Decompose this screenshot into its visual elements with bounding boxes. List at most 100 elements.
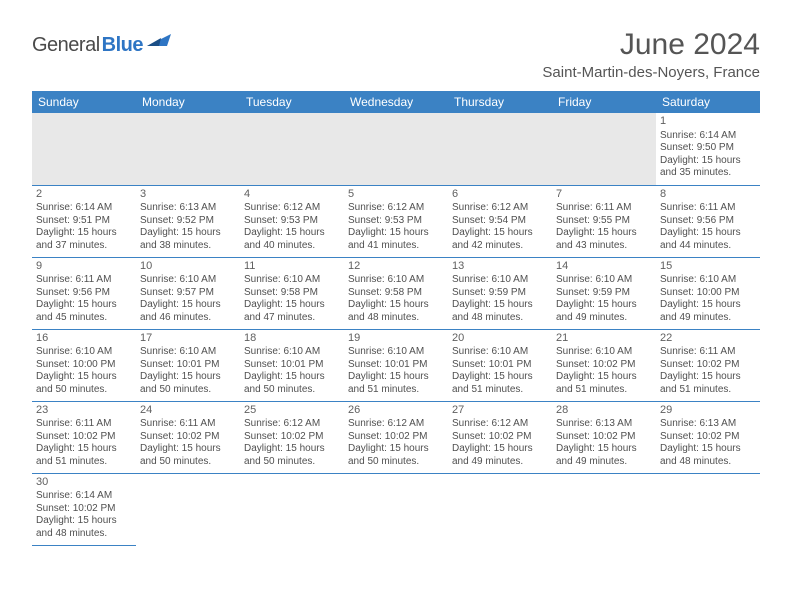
sunset-line: Sunset: 9:51 PM: [36, 215, 132, 228]
daylight-line-2: and 46 minutes.: [140, 312, 236, 325]
daylight-line-1: Daylight: 15 hours: [348, 299, 444, 312]
day-number: 20: [452, 332, 548, 346]
daylight-line-1: Daylight: 15 hours: [452, 227, 548, 240]
sunset-line: Sunset: 10:00 PM: [36, 359, 132, 372]
calendar-week: 9Sunrise: 6:11 AMSunset: 9:56 PMDaylight…: [32, 257, 760, 329]
day-number: 28: [556, 404, 652, 418]
daylight-line-1: Daylight: 15 hours: [140, 371, 236, 384]
calendar-cell: [344, 473, 448, 545]
sunrise-line: Sunrise: 6:13 AM: [140, 202, 236, 215]
daylight-line-1: Daylight: 15 hours: [660, 227, 756, 240]
calendar-cell: 15Sunrise: 6:10 AMSunset: 10:00 PMDaylig…: [656, 257, 760, 329]
sunset-line: Sunset: 10:02 PM: [36, 503, 132, 516]
sunrise-line: Sunrise: 6:10 AM: [348, 274, 444, 287]
sunrise-line: Sunrise: 6:10 AM: [140, 346, 236, 359]
daylight-line-1: Daylight: 15 hours: [140, 299, 236, 312]
calendar-cell: 10Sunrise: 6:10 AMSunset: 9:57 PMDayligh…: [136, 257, 240, 329]
calendar-cell: [136, 473, 240, 545]
daylight-line-2: and 51 minutes.: [452, 384, 548, 397]
sunset-line: Sunset: 9:56 PM: [36, 287, 132, 300]
calendar-cell: 19Sunrise: 6:10 AMSunset: 10:01 PMDaylig…: [344, 329, 448, 401]
sunrise-line: Sunrise: 6:13 AM: [556, 418, 652, 431]
day-number: 1: [660, 115, 756, 129]
daylight-line-1: Daylight: 15 hours: [36, 371, 132, 384]
day-number: 25: [244, 404, 340, 418]
logo-general: General: [32, 34, 100, 57]
calendar-cell: 8Sunrise: 6:11 AMSunset: 9:56 PMDaylight…: [656, 185, 760, 257]
day-header: Friday: [552, 91, 656, 113]
calendar-cell: 6Sunrise: 6:12 AMSunset: 9:54 PMDaylight…: [448, 185, 552, 257]
daylight-line-1: Daylight: 15 hours: [452, 443, 548, 456]
calendar-week: 16Sunrise: 6:10 AMSunset: 10:00 PMDaylig…: [32, 329, 760, 401]
day-header: Wednesday: [344, 91, 448, 113]
sunrise-line: Sunrise: 6:11 AM: [660, 202, 756, 215]
sunset-line: Sunset: 10:02 PM: [660, 359, 756, 372]
day-number: 26: [348, 404, 444, 418]
calendar-cell: 26Sunrise: 6:12 AMSunset: 10:02 PMDaylig…: [344, 401, 448, 473]
calendar-week: 30Sunrise: 6:14 AMSunset: 10:02 PMDaylig…: [32, 473, 760, 545]
calendar-cell: 20Sunrise: 6:10 AMSunset: 10:01 PMDaylig…: [448, 329, 552, 401]
calendar-cell: 3Sunrise: 6:13 AMSunset: 9:52 PMDaylight…: [136, 185, 240, 257]
sunset-line: Sunset: 9:58 PM: [244, 287, 340, 300]
day-number: 9: [36, 260, 132, 274]
daylight-line-1: Daylight: 15 hours: [244, 227, 340, 240]
calendar-cell: 25Sunrise: 6:12 AMSunset: 10:02 PMDaylig…: [240, 401, 344, 473]
day-number: 8: [660, 188, 756, 202]
sunset-line: Sunset: 9:58 PM: [348, 287, 444, 300]
daylight-line-1: Daylight: 15 hours: [348, 227, 444, 240]
calendar-page: General Blue June 2024 Saint-Martin-des-…: [0, 0, 792, 566]
month-title: June 2024: [542, 28, 760, 62]
calendar-cell: 5Sunrise: 6:12 AMSunset: 9:53 PMDaylight…: [344, 185, 448, 257]
sunset-line: Sunset: 9:54 PM: [452, 215, 548, 228]
calendar-cell: 18Sunrise: 6:10 AMSunset: 10:01 PMDaylig…: [240, 329, 344, 401]
sunrise-line: Sunrise: 6:12 AM: [348, 418, 444, 431]
sunrise-line: Sunrise: 6:11 AM: [660, 346, 756, 359]
day-number: 7: [556, 188, 652, 202]
sunset-line: Sunset: 9:56 PM: [660, 215, 756, 228]
day-header: Saturday: [656, 91, 760, 113]
sunrise-line: Sunrise: 6:11 AM: [556, 202, 652, 215]
sunrise-line: Sunrise: 6:11 AM: [36, 274, 132, 287]
daylight-line-1: Daylight: 15 hours: [556, 443, 652, 456]
daylight-line-2: and 45 minutes.: [36, 312, 132, 325]
sunset-line: Sunset: 10:02 PM: [660, 431, 756, 444]
day-header: Monday: [136, 91, 240, 113]
daylight-line-2: and 48 minutes.: [452, 312, 548, 325]
day-number: 2: [36, 188, 132, 202]
calendar-cell: [552, 473, 656, 545]
daylight-line-2: and 48 minutes.: [348, 312, 444, 325]
sunrise-line: Sunrise: 6:13 AM: [660, 418, 756, 431]
daylight-line-2: and 51 minutes.: [348, 384, 444, 397]
day-number: 5: [348, 188, 444, 202]
sunset-line: Sunset: 10:02 PM: [556, 359, 652, 372]
sunrise-line: Sunrise: 6:10 AM: [452, 346, 548, 359]
day-number: 10: [140, 260, 236, 274]
calendar-week: 1Sunrise: 6:14 AMSunset: 9:50 PMDaylight…: [32, 113, 760, 185]
sunset-line: Sunset: 9:53 PM: [348, 215, 444, 228]
day-header: Thursday: [448, 91, 552, 113]
day-number: 15: [660, 260, 756, 274]
day-number: 4: [244, 188, 340, 202]
daylight-line-2: and 43 minutes.: [556, 240, 652, 253]
logo: General Blue: [32, 34, 173, 57]
daylight-line-2: and 47 minutes.: [244, 312, 340, 325]
calendar-cell: 28Sunrise: 6:13 AMSunset: 10:02 PMDaylig…: [552, 401, 656, 473]
sunset-line: Sunset: 10:02 PM: [36, 431, 132, 444]
calendar-cell: 16Sunrise: 6:10 AMSunset: 10:00 PMDaylig…: [32, 329, 136, 401]
day-header: Tuesday: [240, 91, 344, 113]
sunrise-line: Sunrise: 6:10 AM: [556, 274, 652, 287]
day-number: 22: [660, 332, 756, 346]
day-number: 18: [244, 332, 340, 346]
sunset-line: Sunset: 9:57 PM: [140, 287, 236, 300]
day-number: 21: [556, 332, 652, 346]
day-number: 29: [660, 404, 756, 418]
calendar-cell: 23Sunrise: 6:11 AMSunset: 10:02 PMDaylig…: [32, 401, 136, 473]
daylight-line-1: Daylight: 15 hours: [36, 299, 132, 312]
calendar-cell: [32, 113, 136, 185]
sunrise-line: Sunrise: 6:12 AM: [244, 202, 340, 215]
sunrise-line: Sunrise: 6:12 AM: [244, 418, 340, 431]
sunset-line: Sunset: 9:59 PM: [556, 287, 652, 300]
sunset-line: Sunset: 10:02 PM: [244, 431, 340, 444]
daylight-line-2: and 41 minutes.: [348, 240, 444, 253]
daylight-line-1: Daylight: 15 hours: [660, 155, 756, 168]
